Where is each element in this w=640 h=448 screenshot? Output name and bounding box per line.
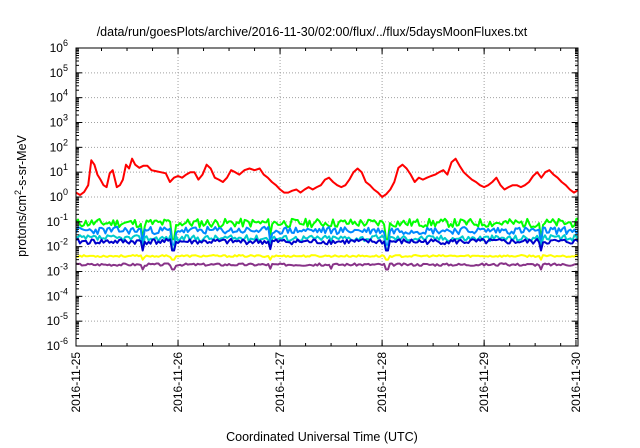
y-axis-label: protons/cm2-s-sr-MeV <box>13 134 29 256</box>
y-tick-label: 103 <box>50 113 68 130</box>
y-tick-label: 101 <box>50 162 68 179</box>
series-line-4 <box>76 237 578 252</box>
y-tick-label: 100 <box>50 187 68 204</box>
axes <box>75 47 579 347</box>
series-line-1 <box>76 217 578 241</box>
y-tick-label: 102 <box>50 137 68 154</box>
chart-title: /data/run/goesPlots/archive/2016-11-30/0… <box>97 25 528 39</box>
x-axis-label: Coordinated Universal Time (UTC) <box>226 430 418 444</box>
y-tick-label: 10-5 <box>47 311 68 328</box>
y-tick-labels: 106 105 104 103 102 101 100 10-1 10-2 10-3 10-4 10-… <box>47 38 68 353</box>
y-tick-label: 10-4 <box>47 286 68 303</box>
y-tick-label: 10-3 <box>47 262 68 279</box>
y-tick-label: 105 <box>50 63 68 80</box>
series-line-0 <box>76 157 578 198</box>
x-tick-label: 2016-11-30 <box>569 352 583 413</box>
x-tick-label: 2016-11-25 <box>69 352 83 413</box>
x-tick-label: 2016-11-26 <box>171 352 185 413</box>
series-layer <box>76 157 578 271</box>
plot-frame <box>75 47 579 347</box>
y-tick-label: 10-1 <box>47 212 68 229</box>
x-tick-label: 2016-11-29 <box>477 352 491 413</box>
x-tick-label: 2016-11-27 <box>273 352 287 413</box>
series-line-3 <box>76 234 578 251</box>
grid <box>75 48 578 346</box>
series-line-2 <box>76 225 578 246</box>
x-tick-labels: 2016-11-25 2016-11-26 2016-11-27 2016-11-28… <box>69 352 583 413</box>
y-tick-label: 106 <box>50 38 68 55</box>
x-tick-label: 2016-11-28 <box>375 352 389 413</box>
y-tick-label: 104 <box>50 88 68 105</box>
series-line-6 <box>76 262 578 271</box>
series-line-5 <box>76 254 578 261</box>
y-tick-label: 10-6 <box>47 336 68 353</box>
y-tick-label: 10-2 <box>47 237 68 254</box>
